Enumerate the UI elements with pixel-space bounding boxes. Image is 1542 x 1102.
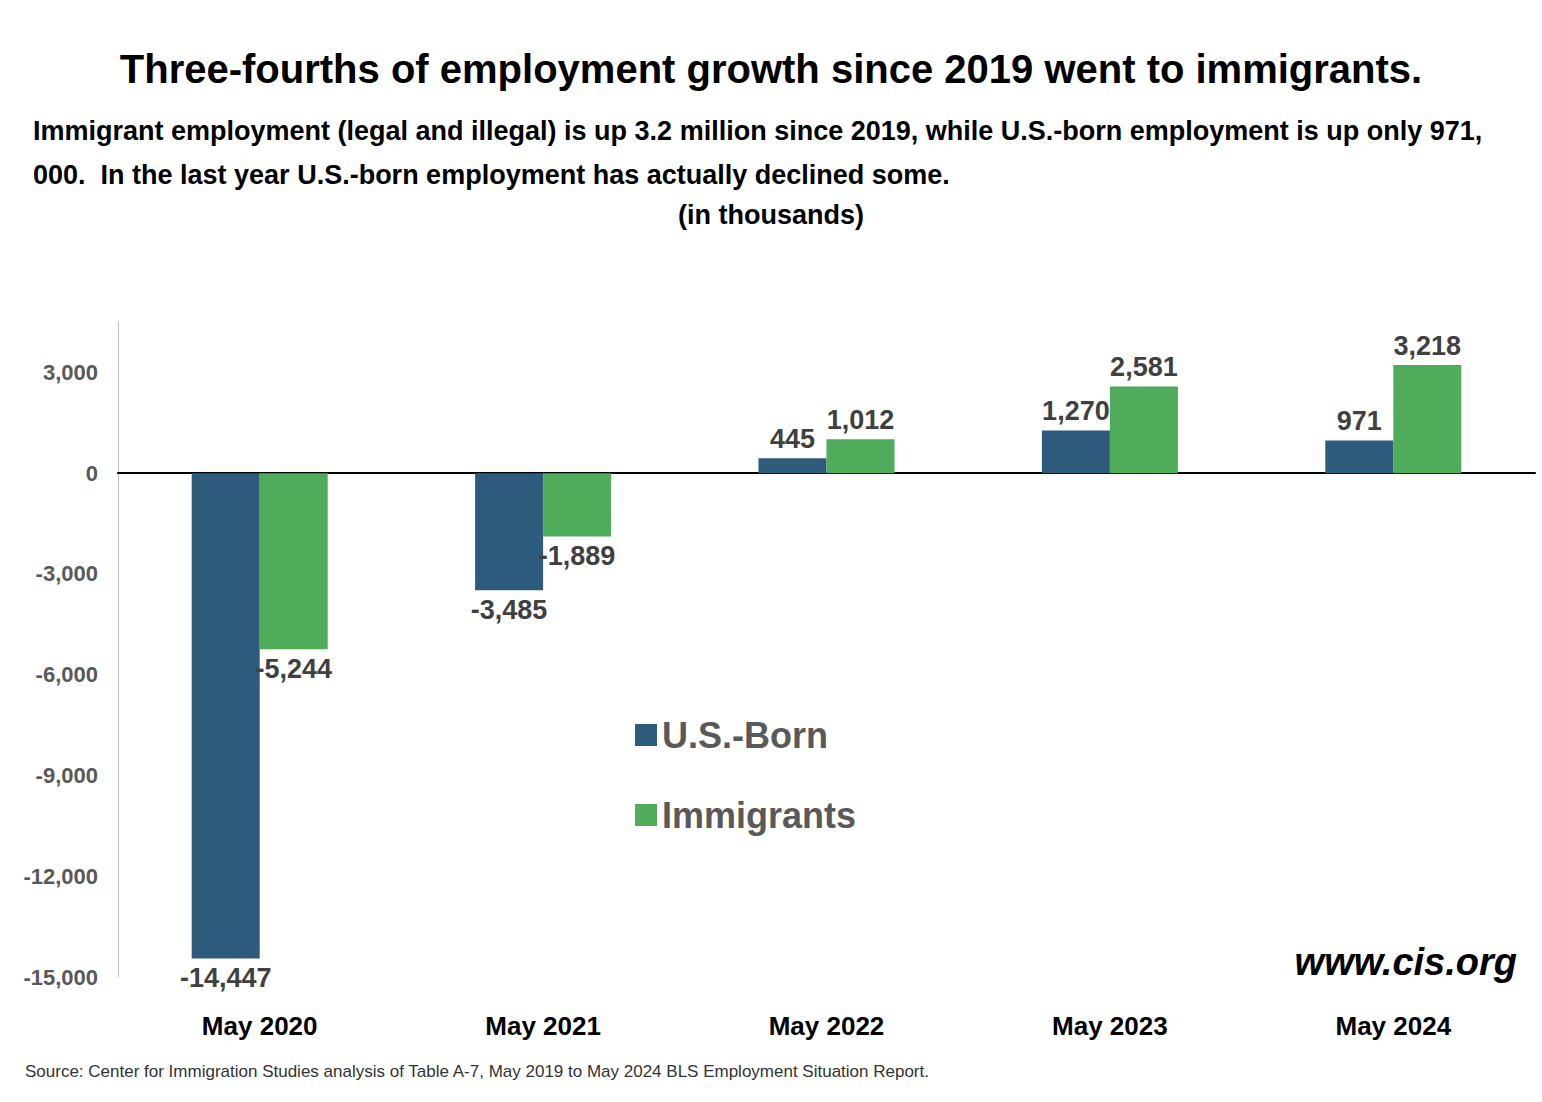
svg-text:(in thousands): (in thousands) — [678, 200, 864, 230]
svg-text:2,581: 2,581 — [1110, 352, 1178, 382]
svg-text:-3,485: -3,485 — [471, 595, 548, 625]
svg-text:3,000: 3,000 — [43, 360, 98, 385]
svg-text:May 2022: May 2022 — [769, 1011, 885, 1041]
svg-text:-6,000: -6,000 — [36, 662, 98, 687]
svg-text:-14,447: -14,447 — [180, 963, 272, 993]
svg-text:-3,000: -3,000 — [36, 561, 98, 586]
svg-text:-5,244: -5,244 — [255, 654, 332, 684]
svg-text:May 2024: May 2024 — [1335, 1011, 1451, 1041]
svg-text:May 2020: May 2020 — [202, 1011, 318, 1041]
svg-text:Immigrants: Immigrants — [662, 795, 856, 836]
svg-text:May 2021: May 2021 — [485, 1011, 601, 1041]
svg-text:1,012: 1,012 — [827, 405, 895, 435]
svg-text:-9,000: -9,000 — [36, 763, 98, 788]
svg-text:-15,000: -15,000 — [23, 965, 98, 990]
svg-text:May 2023: May 2023 — [1052, 1011, 1168, 1041]
svg-text:Source: Center for Immigration: Source: Center for Immigration Studies a… — [25, 1062, 929, 1081]
svg-text:0: 0 — [86, 461, 98, 486]
svg-text:000. In the last year U.S.-bo: 000. In the last year U.S.-born employme… — [33, 160, 950, 190]
svg-text:www.cis.org: www.cis.org — [1295, 941, 1517, 983]
svg-text:3,218: 3,218 — [1394, 331, 1462, 361]
svg-text:971: 971 — [1337, 406, 1382, 436]
svg-text:445: 445 — [770, 424, 815, 454]
svg-text:Three-fourths of employment gr: Three-fourths of employment growth since… — [120, 47, 1422, 91]
svg-text:Immigrant employment (legal an: Immigrant employment (legal and illegal)… — [33, 116, 1482, 146]
svg-text:1,270: 1,270 — [1042, 396, 1110, 426]
svg-text:-12,000: -12,000 — [23, 864, 98, 889]
svg-text:U.S.-Born: U.S.-Born — [662, 715, 828, 756]
svg-text:-1,889: -1,889 — [539, 541, 616, 571]
